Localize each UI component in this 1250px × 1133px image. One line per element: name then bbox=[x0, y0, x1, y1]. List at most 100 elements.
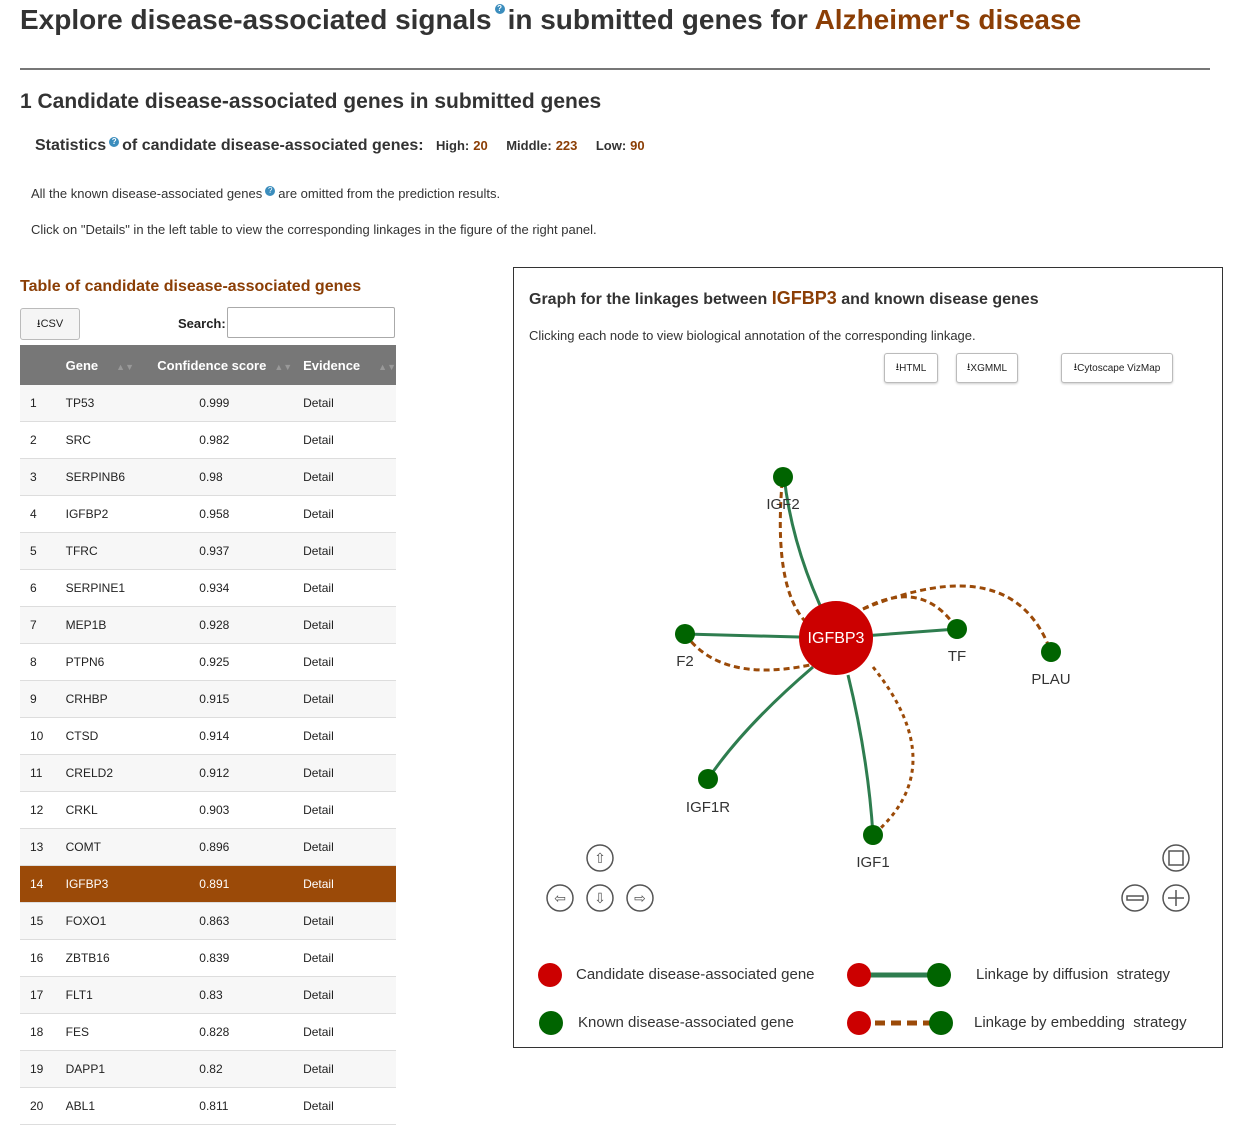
zoom-in-button[interactable] bbox=[1162, 884, 1190, 912]
confidence-score: 0.928 bbox=[157, 606, 304, 644]
detail-link[interactable]: Detail bbox=[303, 754, 396, 792]
table-row[interactable]: 11 CRELD2 0.912 Detail bbox=[20, 754, 396, 792]
zoom-out-button[interactable] bbox=[1121, 884, 1149, 912]
gene-name: FES bbox=[65, 1013, 158, 1051]
node-igf2[interactable] bbox=[773, 467, 793, 487]
detail-link[interactable]: Detail bbox=[303, 976, 396, 1014]
table-row[interactable]: 6 SERPINE1 0.934 Detail bbox=[20, 569, 396, 607]
middle-count: 223 bbox=[555, 138, 578, 153]
row-index: 16 bbox=[20, 939, 66, 977]
network-graph: IGFBP3 IGF2 F2 TF PLAU IGF1R IGF1 ⇧ ⇦ ⇩ … bbox=[538, 467, 1190, 1035]
table-row[interactable]: 3 SERPINB6 0.98 Detail bbox=[20, 458, 396, 496]
download-icon: ⭳ bbox=[966, 361, 971, 373]
table-row[interactable]: 1 TP53 0.999 Detail bbox=[20, 385, 396, 422]
help-icon[interactable]: ? bbox=[109, 137, 120, 147]
help-icon[interactable]: ? bbox=[494, 4, 505, 14]
pan-right-button[interactable]: ⇨ bbox=[626, 884, 654, 912]
detail-link[interactable]: Detail bbox=[303, 791, 396, 829]
edge-embedding bbox=[683, 633, 824, 672]
table-row[interactable]: 14 IGFBP3 0.891 Detail bbox=[20, 865, 396, 903]
graph-panel bbox=[513, 267, 1223, 1048]
detail-link[interactable]: Detail bbox=[303, 902, 396, 940]
download-xgmml-button[interactable]: ⭳ XGMML bbox=[956, 353, 1018, 383]
row-index: 8 bbox=[20, 643, 66, 681]
detail-link[interactable]: Detail bbox=[303, 828, 396, 866]
column-gene[interactable]: Gene ▲▼ bbox=[65, 345, 158, 385]
confidence-score: 0.999 bbox=[157, 385, 304, 422]
download-icon: ⭳ bbox=[895, 361, 900, 373]
row-index: 9 bbox=[20, 680, 66, 718]
search-input[interactable] bbox=[227, 307, 395, 338]
detail-link[interactable]: Detail bbox=[303, 421, 396, 459]
table-row[interactable]: 17 FLT1 0.83 Detail bbox=[20, 976, 396, 1014]
fit-view-button[interactable] bbox=[1162, 844, 1190, 872]
node-igf1[interactable] bbox=[863, 825, 883, 845]
node-igf1r[interactable] bbox=[698, 769, 718, 789]
confidence-score: 0.82 bbox=[157, 1050, 304, 1088]
gene-name: SRC bbox=[65, 421, 158, 459]
table-row[interactable]: 12 CRKL 0.903 Detail bbox=[20, 791, 396, 829]
node-label: IGF1R bbox=[686, 799, 730, 816]
node-label: PLAU bbox=[1031, 671, 1070, 688]
table-row[interactable]: 13 COMT 0.896 Detail bbox=[20, 828, 396, 866]
table-row[interactable]: 8 PTPN6 0.925 Detail bbox=[20, 643, 396, 681]
node-tf[interactable] bbox=[947, 619, 967, 639]
row-index: 3 bbox=[20, 458, 66, 496]
sort-icon: ▲▼ bbox=[116, 361, 134, 372]
table-row[interactable]: 2 SRC 0.982 Detail bbox=[20, 421, 396, 459]
table-row[interactable]: 7 MEP1B 0.928 Detail bbox=[20, 606, 396, 644]
node-plau[interactable] bbox=[1041, 642, 1061, 662]
detail-link[interactable]: Detail bbox=[303, 606, 396, 644]
detail-link[interactable]: Detail bbox=[303, 643, 396, 681]
detail-link[interactable]: Detail bbox=[303, 458, 396, 496]
detail-link[interactable]: Detail bbox=[303, 1050, 396, 1088]
download-icon: ⭳ bbox=[36, 317, 41, 330]
detail-link[interactable]: Detail bbox=[303, 680, 396, 718]
row-index: 2 bbox=[20, 421, 66, 459]
table-row[interactable]: 20 ABL1 0.811 Detail bbox=[20, 1087, 396, 1125]
column-evidence[interactable]: Evidence ▲▼ bbox=[303, 345, 396, 385]
legend-known-icon bbox=[539, 1011, 563, 1035]
table-row[interactable]: 10 CTSD 0.914 Detail bbox=[20, 717, 396, 755]
node-label: F2 bbox=[676, 653, 694, 670]
help-icon[interactable]: ? bbox=[265, 186, 276, 196]
gene-name: PTPN6 bbox=[65, 643, 158, 681]
detail-link[interactable]: Detail bbox=[303, 495, 396, 533]
svg-text:⇨: ⇨ bbox=[634, 891, 646, 907]
detail-link[interactable]: Detail bbox=[303, 1087, 396, 1125]
table-row[interactable]: 9 CRHBP 0.915 Detail bbox=[20, 680, 396, 718]
sort-icon: ▲▼ bbox=[274, 361, 293, 372]
legend-known: Known disease-associated gene bbox=[578, 1014, 794, 1031]
detail-link[interactable]: Detail bbox=[303, 385, 396, 422]
table-row[interactable]: 4 IGFBP2 0.958 Detail bbox=[20, 495, 396, 533]
gene-name: ABL1 bbox=[65, 1087, 158, 1125]
detail-link[interactable]: Detail bbox=[303, 865, 396, 903]
gene-name: SERPINE1 bbox=[65, 569, 158, 607]
click-note: Click on "Details" in the left table to … bbox=[31, 222, 597, 237]
node-center[interactable] bbox=[799, 601, 873, 675]
detail-link[interactable]: Detail bbox=[303, 717, 396, 755]
table-row[interactable]: 19 DAPP1 0.82 Detail bbox=[20, 1050, 396, 1088]
download-html-button[interactable]: ⭳ HTML bbox=[884, 353, 938, 383]
confidence-score: 0.915 bbox=[157, 680, 304, 718]
csv-button[interactable]: ⭳ CSV bbox=[20, 308, 80, 340]
pan-left-button[interactable]: ⇦ bbox=[546, 884, 574, 912]
sort-icon: ▲▼ bbox=[378, 361, 396, 372]
table-row[interactable]: 18 FES 0.828 Detail bbox=[20, 1013, 396, 1051]
column-confidence[interactable]: Confidence score ▲▼ bbox=[157, 345, 304, 385]
detail-link[interactable]: Detail bbox=[303, 532, 396, 570]
node-f2[interactable] bbox=[675, 624, 695, 644]
detail-link[interactable]: Detail bbox=[303, 939, 396, 977]
table-row[interactable]: 15 FOXO1 0.863 Detail bbox=[20, 902, 396, 940]
node-label: IGF2 bbox=[766, 496, 799, 513]
pan-up-button[interactable]: ⇧ bbox=[586, 844, 614, 872]
pan-down-button[interactable]: ⇩ bbox=[586, 884, 614, 912]
row-index: 7 bbox=[20, 606, 66, 644]
detail-link[interactable]: Detail bbox=[303, 1013, 396, 1051]
table-row[interactable]: 16 ZBTB16 0.839 Detail bbox=[20, 939, 396, 977]
table-header-row: Gene ▲▼ Confidence score ▲▼ Evidence ▲▼ bbox=[20, 345, 396, 385]
table-row[interactable]: 5 TFRC 0.937 Detail bbox=[20, 532, 396, 570]
edge-diffusion bbox=[706, 665, 814, 780]
download-vizmap-button[interactable]: ⭳ Cytoscape VizMap bbox=[1061, 353, 1173, 383]
detail-link[interactable]: Detail bbox=[303, 569, 396, 607]
